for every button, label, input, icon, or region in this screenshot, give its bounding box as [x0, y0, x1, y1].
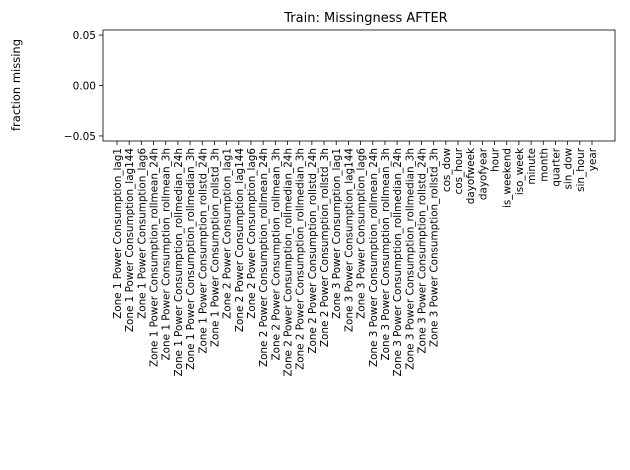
x-axis-ticks: Zone 1 Power Consumption_lag1 Zone 1 Powe… [112, 141, 599, 377]
y-tick-label: 0.05 [73, 30, 96, 42]
x-tick-label: Zone 1 Power Consumption_rollmean_24h [149, 148, 161, 367]
x-tick-label: Zone 1 Power Consumption_rollmedian_3h [185, 148, 197, 370]
y-tick-label: 0.00 [73, 81, 96, 93]
x-tick-label: iso_week [514, 148, 526, 195]
x-tick-label: month [538, 148, 550, 182]
x-tick-label: hour [490, 147, 502, 172]
x-tick-label: Zone 3 Power Consumption_rollstd_24h [416, 148, 428, 354]
y-axis-ticks: 0.05 0.00 −0.05 [64, 30, 103, 143]
x-tick-label: Zone 1 Power Consumption_rollstd_24h [197, 148, 209, 354]
x-tick-label: Zone 2 Power Consumption_rollmedian_3h [295, 148, 307, 370]
x-tick-label: cos_hour [453, 147, 465, 194]
x-tick-label: Zone 2 Power Consumption_rollstd_24h [307, 148, 319, 354]
x-tick-label: Zone 1 Power Consumption_rollmean_3h [161, 148, 173, 360]
x-tick-label: Zone 2 Power Consumption_rollstd_3h [319, 148, 331, 347]
y-axis-label: fraction missing [9, 39, 23, 131]
x-tick-label: cos_dow [441, 148, 453, 193]
x-tick-label: Zone 1 Power Consumption_lag144 [124, 148, 136, 332]
x-tick-label: dayofyear [477, 147, 489, 200]
x-tick-label: Zone 2 Power Consumption_rollmedian_24h [283, 148, 295, 377]
x-tick-label: minute [526, 148, 538, 185]
x-tick-label: Zone 2 Power Consumption_rollmean_24h [258, 148, 270, 367]
x-tick-label: Zone 3 Power Consumption_lag144 [343, 148, 355, 332]
x-tick-label: year [587, 147, 599, 171]
x-tick-label: Zone 3 Power Consumption_rollmedian_3h [404, 148, 416, 370]
y-tick-label: −0.05 [64, 131, 96, 143]
x-tick-label: Zone 1 Power Consumption_rollstd_3h [209, 148, 221, 347]
x-tick-label: Zone 2 Power Consumption_lag6 [246, 148, 258, 319]
x-tick-label: Zone 3 Power Consumption_rollstd_3h [429, 148, 441, 347]
x-tick-label: dayofweek [465, 148, 477, 204]
x-tick-label: Zone 3 Power Consumption_rollmean_3h [380, 148, 392, 360]
x-tick-label: Zone 1 Power Consumption_lag6 [136, 148, 148, 319]
x-tick-label: Zone 1 Power Consumption_rollmedian_24h [173, 148, 185, 377]
x-tick-label: Zone 3 Power Consumption_lag1 [331, 148, 343, 319]
x-tick-label: Zone 2 Power Consumption_lag144 [234, 148, 246, 332]
x-tick-label: Zone 3 Power Consumption_rollmean_24h [368, 148, 380, 367]
chart-title: Train: Missingness AFTER [283, 11, 447, 26]
x-tick-label: sin_dow [563, 148, 575, 190]
x-tick-label: sin_hour [575, 147, 587, 192]
x-tick-label: quarter [550, 147, 562, 186]
plot-area-frame [102, 29, 616, 142]
x-tick-label: Zone 1 Power Consumption_lag1 [112, 148, 124, 319]
x-tick-label: Zone 3 Power Consumption_lag6 [356, 148, 368, 319]
x-tick-label: Zone 3 Power Consumption_rollmedian_24h [392, 148, 404, 377]
x-tick-label: is_weekend [502, 148, 514, 208]
x-tick-label: Zone 2 Power Consumption_rollmean_3h [270, 148, 282, 360]
x-tick-label: Zone 2 Power Consumption_lag1 [222, 148, 234, 319]
